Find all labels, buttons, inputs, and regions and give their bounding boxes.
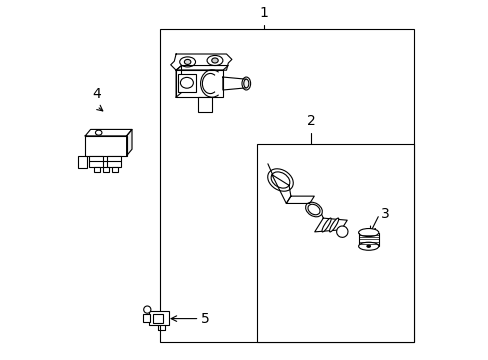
- Polygon shape: [176, 66, 181, 97]
- Ellipse shape: [358, 229, 378, 237]
- Ellipse shape: [95, 130, 102, 135]
- Ellipse shape: [366, 245, 370, 247]
- Bar: [149, 311, 168, 325]
- Polygon shape: [85, 130, 132, 136]
- Ellipse shape: [244, 79, 248, 88]
- Ellipse shape: [321, 218, 330, 232]
- Bar: [178, 74, 196, 92]
- Ellipse shape: [184, 59, 190, 64]
- Ellipse shape: [329, 218, 338, 232]
- Bar: [152, 314, 163, 323]
- Bar: [112, 166, 117, 172]
- Bar: [176, 70, 223, 97]
- Polygon shape: [223, 77, 246, 90]
- Bar: [85, 136, 126, 156]
- Bar: [160, 29, 413, 342]
- Bar: [103, 166, 108, 172]
- Ellipse shape: [211, 58, 218, 63]
- Text: 1: 1: [259, 6, 268, 20]
- Polygon shape: [286, 196, 314, 203]
- Ellipse shape: [358, 242, 378, 250]
- Text: 3: 3: [381, 207, 389, 221]
- Bar: [94, 166, 100, 172]
- Polygon shape: [170, 54, 231, 70]
- Polygon shape: [314, 218, 346, 232]
- Text: 5: 5: [201, 312, 210, 325]
- Bar: [257, 144, 413, 342]
- Bar: [106, 156, 121, 166]
- Bar: [197, 97, 212, 112]
- Text: 2: 2: [306, 114, 315, 128]
- Ellipse shape: [336, 226, 347, 237]
- Bar: [89, 156, 103, 166]
- Bar: [142, 314, 149, 322]
- Bar: [78, 156, 87, 168]
- Polygon shape: [126, 130, 132, 156]
- Text: 4: 4: [92, 87, 101, 101]
- Polygon shape: [271, 175, 290, 203]
- Polygon shape: [176, 66, 228, 70]
- Ellipse shape: [143, 306, 151, 313]
